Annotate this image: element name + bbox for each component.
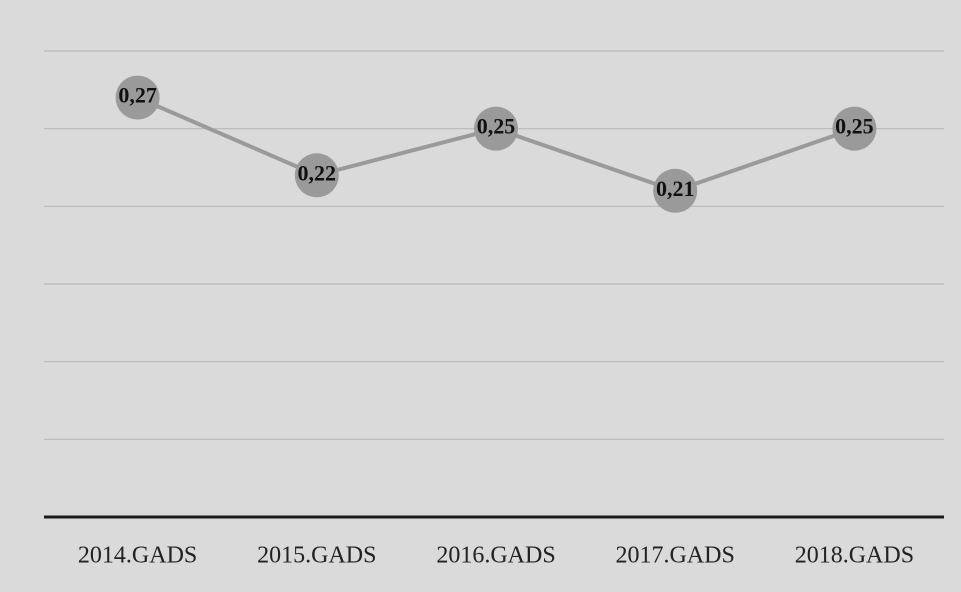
x-tick-label: 2017.GADS [616, 543, 735, 569]
marker [653, 168, 698, 213]
x-tick-label: 2015.GADS [257, 543, 376, 569]
marker [294, 153, 339, 198]
data-label: 0,22 [298, 160, 337, 185]
x-tick-label: 2016.GADS [436, 543, 555, 569]
marker [115, 75, 160, 120]
data-label: 0,27 [118, 83, 157, 108]
data-label: 0,21 [656, 176, 695, 201]
x-tick-label: 2014.GADS [78, 543, 197, 569]
data-label: 0,25 [477, 114, 516, 139]
marker [474, 106, 518, 151]
x-tick-label: 2018.GADS [795, 543, 914, 569]
data-label: 0,25 [835, 114, 874, 139]
marker [832, 106, 877, 151]
